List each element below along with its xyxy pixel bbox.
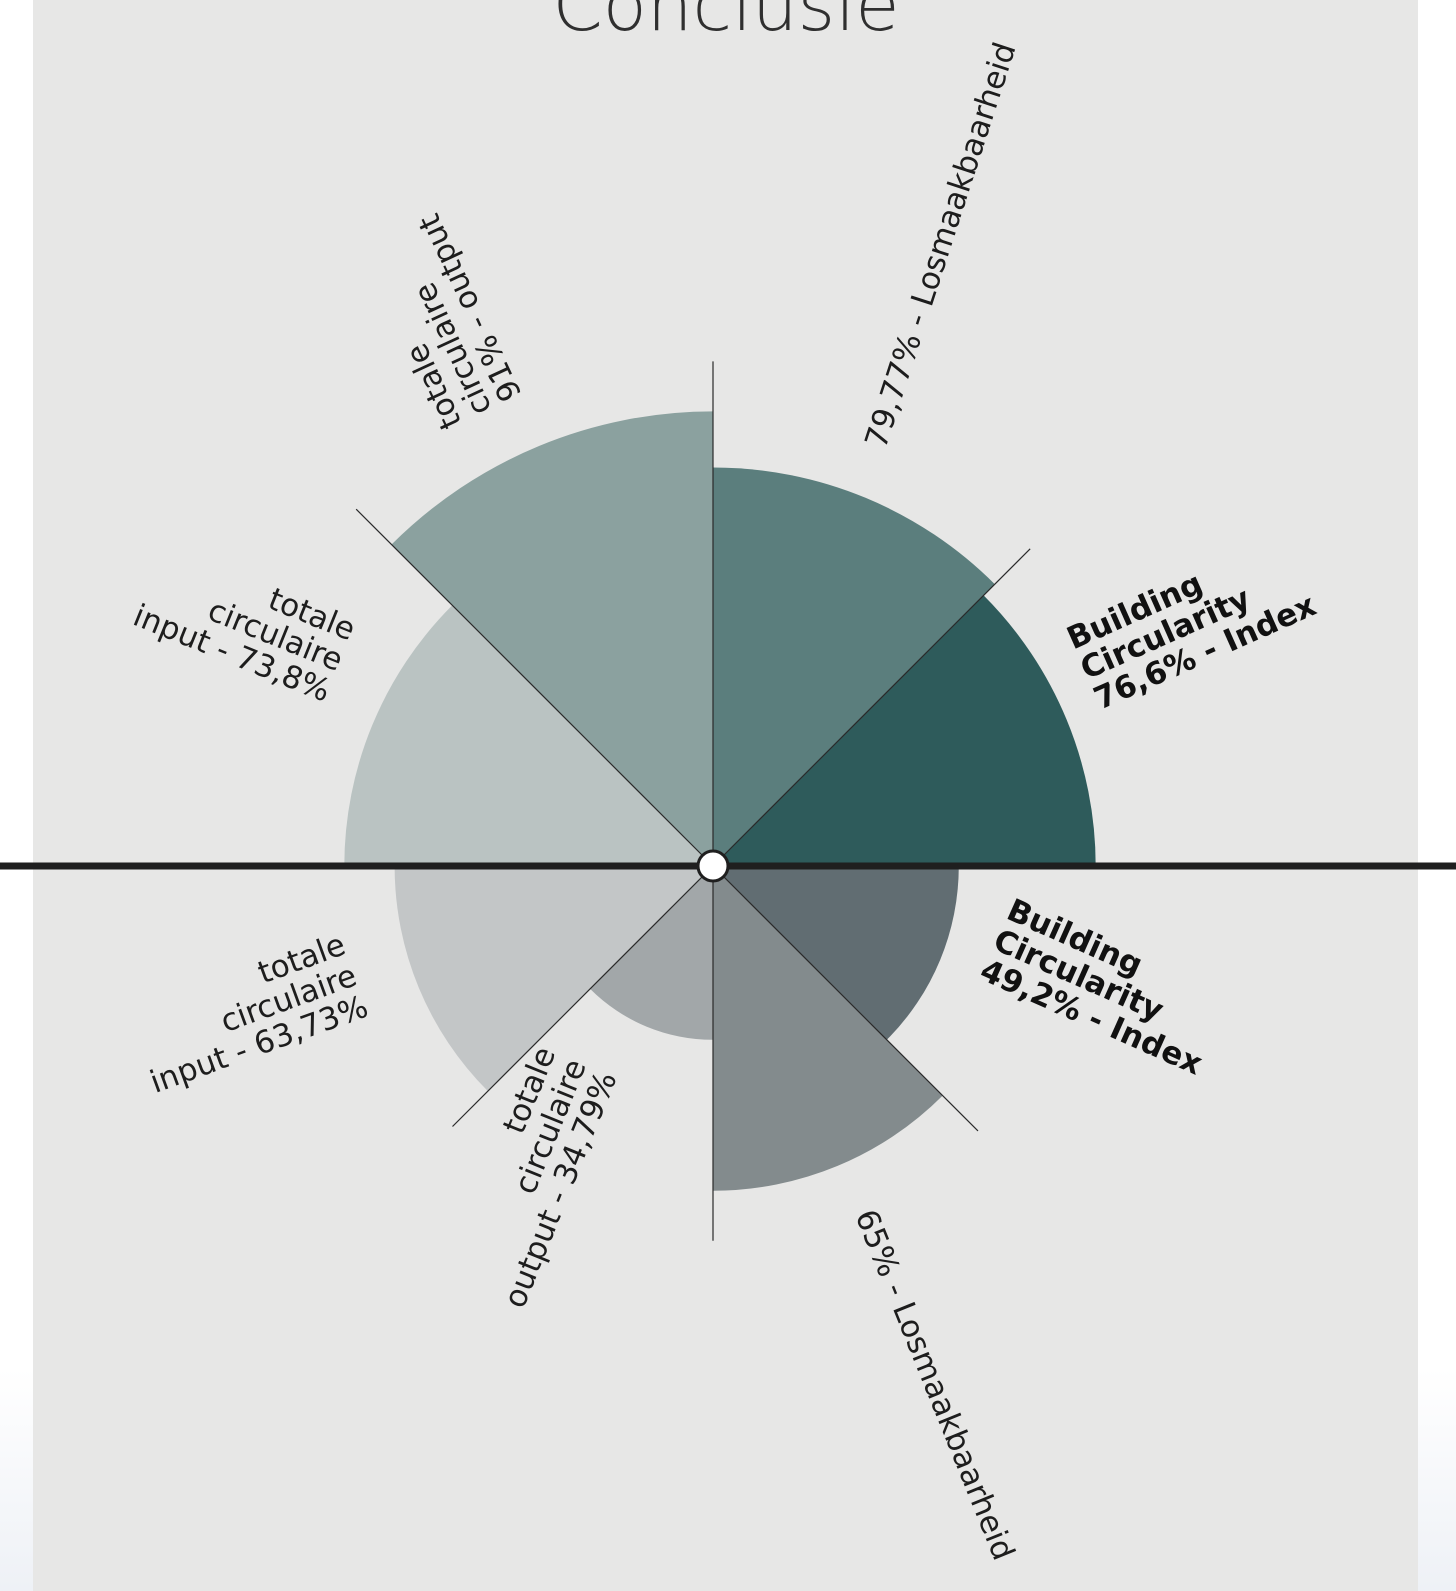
page-title: Conclusie: [553, 0, 900, 47]
top-segment-3: [344, 605, 713, 866]
divider-lines: [355, 361, 1031, 1241]
bottom-segment-3: [394, 866, 713, 1092]
top-segment-2: [391, 411, 713, 866]
segments-layer: [344, 411, 1096, 1191]
bottom-segment-2: [590, 866, 713, 1040]
bottom-segment-1: [713, 866, 943, 1191]
bottom-divider-0: [712, 865, 979, 1132]
top-divider-2: [355, 508, 714, 867]
top-segment-0: [713, 595, 1096, 866]
top-segment-1: [713, 467, 995, 866]
top-divider-0: [712, 548, 1031, 867]
center-point: [696, 849, 730, 883]
bottom-segment-0: [713, 866, 959, 1040]
bottom-divider-2: [452, 865, 714, 1127]
